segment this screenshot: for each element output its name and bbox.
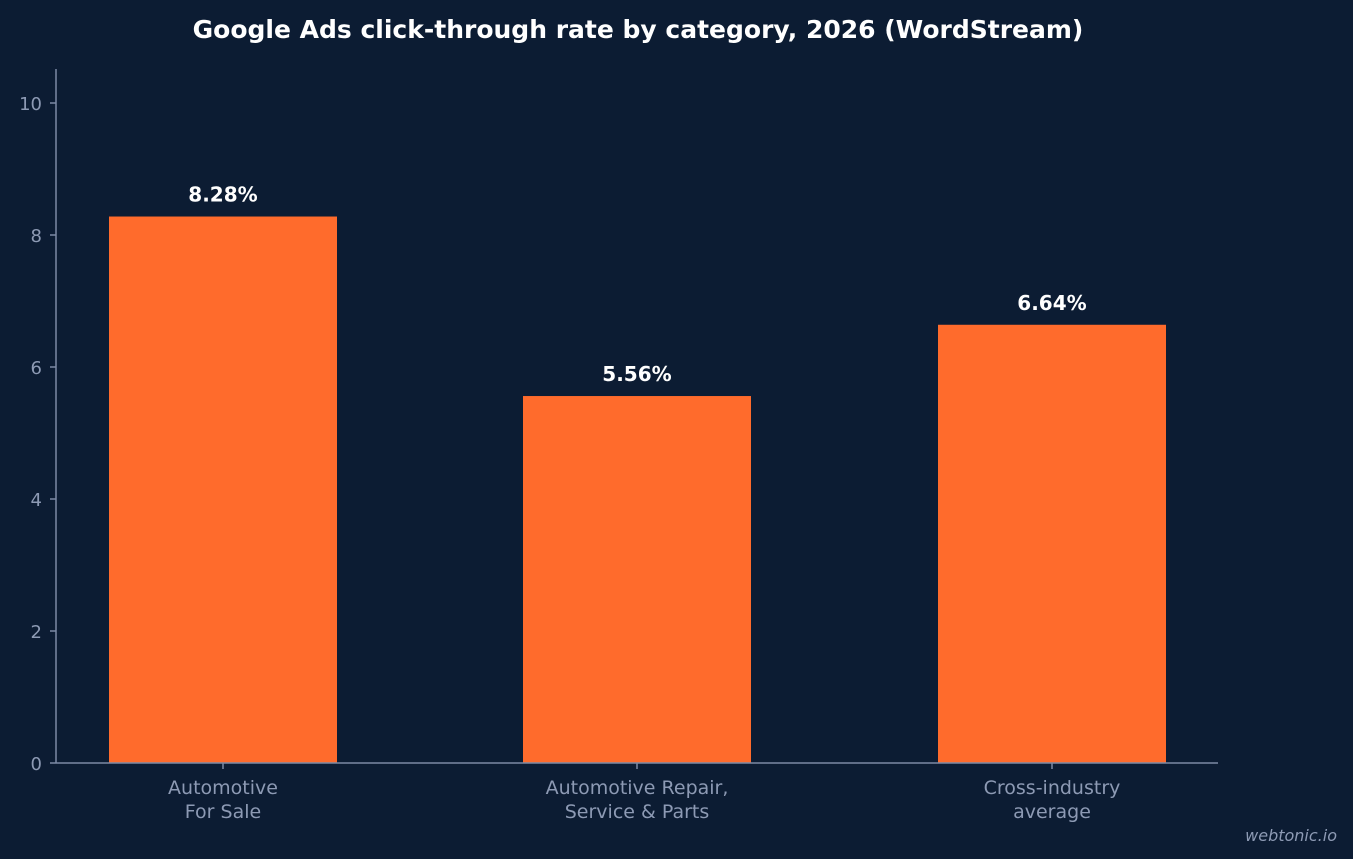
x-tick-label: Cross-industry average [984, 777, 1121, 823]
y-tick-label: 0 [31, 754, 42, 775]
y-tick-label: 8 [31, 226, 42, 247]
x-tick-label: Automotive Repair, Service & Parts [546, 777, 729, 823]
y-tick-label: 6 [31, 358, 42, 379]
bar [523, 396, 751, 763]
y-tick-label: 2 [31, 622, 42, 643]
chart-title: Google Ads click-through rate by categor… [193, 15, 1084, 44]
data-label: 8.28% [188, 183, 257, 207]
watermark: webtonic.io [1245, 826, 1337, 845]
data-label: 5.56% [602, 362, 671, 386]
bar [938, 324, 1166, 763]
y-tick-label: 10 [19, 94, 42, 115]
x-tick-label: Automotive For Sale [168, 777, 278, 823]
bar [109, 216, 337, 763]
plot-area: 0 2 4 6 8 10 Automotive For Sale 8.28% Automotive… [19, 69, 1218, 823]
data-label: 6.64% [1017, 291, 1086, 315]
y-tick-label: 4 [31, 490, 42, 511]
